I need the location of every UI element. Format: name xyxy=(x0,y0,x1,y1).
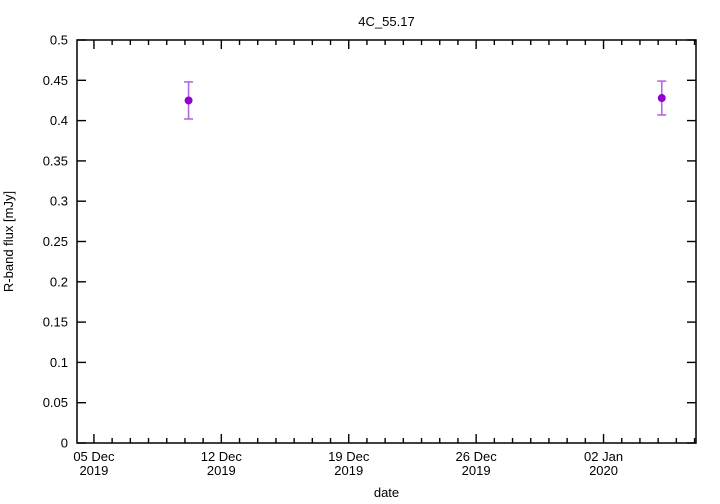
y-tick-label: 0.25 xyxy=(43,234,68,249)
y-tick-label: 0.4 xyxy=(50,113,68,128)
x-axis-label: date xyxy=(374,485,399,500)
x-tick-label-year: 2019 xyxy=(79,463,108,478)
x-tick-label-year: 2019 xyxy=(207,463,236,478)
data-point xyxy=(184,96,193,105)
x-tick-label-date: 26 Dec xyxy=(456,449,498,464)
x-tick-label-date: 12 Dec xyxy=(201,449,243,464)
y-tick-label: 0 xyxy=(61,436,68,451)
x-tick-label-year: 2019 xyxy=(462,463,491,478)
plot-border xyxy=(76,39,697,444)
x-tick-label-year: 2020 xyxy=(589,463,618,478)
data-point xyxy=(657,94,666,103)
y-tick-label: 0.35 xyxy=(43,153,68,168)
x-tick-label-date: 02 Jan xyxy=(584,449,623,464)
x-tick-label-date: 19 Dec xyxy=(328,449,370,464)
x-tick-label-year: 2019 xyxy=(334,463,363,478)
y-tick-label: 0.2 xyxy=(50,274,68,289)
y-tick-label: 0.15 xyxy=(43,315,68,330)
chart-title: 4C_55.17 xyxy=(358,14,414,29)
y-tick-label: 0.45 xyxy=(43,73,68,88)
y-tick-label: 0.3 xyxy=(50,194,68,209)
y-axis-label: R-band flux [mJy] xyxy=(1,191,16,292)
y-tick-label: 0.05 xyxy=(43,395,68,410)
y-tick-label: 0.5 xyxy=(50,33,68,48)
y-tick-label: 0.1 xyxy=(50,355,68,370)
x-tick-label-date: 05 Dec xyxy=(73,449,115,464)
